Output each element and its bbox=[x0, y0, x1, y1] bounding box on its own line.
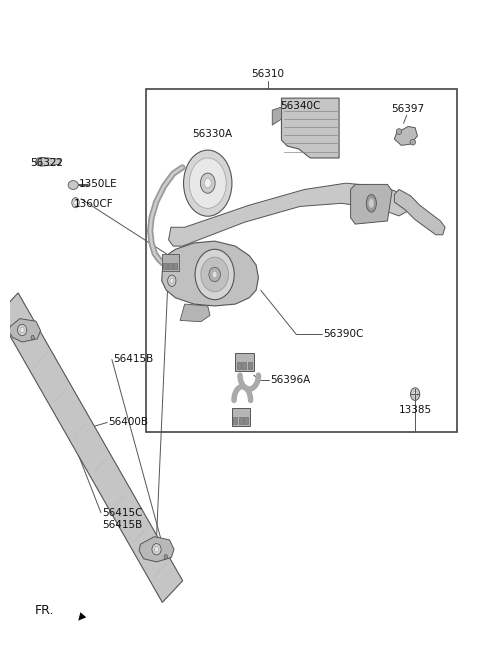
Bar bbox=[235, 353, 254, 371]
Bar bbox=[163, 263, 167, 270]
Polygon shape bbox=[180, 304, 210, 321]
Text: 56396A: 56396A bbox=[270, 375, 310, 384]
Bar bbox=[248, 362, 252, 369]
Ellipse shape bbox=[36, 158, 41, 165]
Bar bbox=[173, 263, 177, 270]
Ellipse shape bbox=[195, 249, 234, 300]
Ellipse shape bbox=[183, 150, 232, 216]
Text: 56322: 56322 bbox=[30, 158, 63, 168]
Text: 13385: 13385 bbox=[398, 405, 432, 415]
Ellipse shape bbox=[410, 139, 416, 145]
Polygon shape bbox=[162, 241, 258, 306]
Ellipse shape bbox=[209, 267, 220, 281]
Ellipse shape bbox=[155, 546, 158, 552]
Text: 56415B: 56415B bbox=[113, 354, 154, 365]
Ellipse shape bbox=[200, 173, 215, 194]
Bar bbox=[237, 362, 241, 369]
Bar bbox=[242, 362, 246, 369]
Polygon shape bbox=[272, 107, 281, 125]
Ellipse shape bbox=[72, 197, 79, 208]
Ellipse shape bbox=[366, 194, 376, 212]
Polygon shape bbox=[0, 293, 183, 602]
Ellipse shape bbox=[204, 178, 211, 188]
Ellipse shape bbox=[369, 199, 374, 208]
Ellipse shape bbox=[212, 272, 217, 277]
Bar bbox=[162, 254, 179, 272]
Bar bbox=[232, 408, 250, 426]
Polygon shape bbox=[350, 184, 392, 224]
Bar bbox=[145, 89, 456, 432]
Text: 56397: 56397 bbox=[392, 104, 425, 114]
Polygon shape bbox=[395, 190, 445, 235]
Text: 56400B: 56400B bbox=[108, 417, 149, 428]
Text: 1350LE: 1350LE bbox=[79, 179, 117, 190]
Polygon shape bbox=[139, 537, 174, 562]
Ellipse shape bbox=[17, 324, 27, 336]
Ellipse shape bbox=[31, 335, 35, 340]
Ellipse shape bbox=[168, 275, 176, 287]
Polygon shape bbox=[36, 157, 60, 166]
Ellipse shape bbox=[396, 129, 402, 134]
Text: 56390C: 56390C bbox=[323, 329, 363, 339]
Text: 56330A: 56330A bbox=[192, 129, 232, 139]
Ellipse shape bbox=[170, 278, 174, 283]
Bar bbox=[239, 417, 243, 424]
Ellipse shape bbox=[413, 391, 418, 398]
Polygon shape bbox=[8, 319, 40, 342]
Text: 1360CF: 1360CF bbox=[74, 199, 114, 209]
Polygon shape bbox=[395, 127, 418, 146]
Ellipse shape bbox=[164, 554, 168, 559]
Text: 56340C: 56340C bbox=[280, 101, 320, 111]
Ellipse shape bbox=[410, 388, 420, 400]
Bar bbox=[168, 263, 172, 270]
Text: FR.: FR. bbox=[35, 604, 54, 617]
Polygon shape bbox=[281, 98, 339, 158]
Polygon shape bbox=[168, 183, 410, 246]
Bar bbox=[233, 417, 237, 424]
Text: 56415B: 56415B bbox=[102, 520, 142, 530]
Ellipse shape bbox=[201, 257, 228, 292]
Ellipse shape bbox=[68, 180, 78, 190]
Ellipse shape bbox=[74, 201, 77, 205]
Ellipse shape bbox=[152, 544, 161, 555]
Ellipse shape bbox=[189, 158, 226, 209]
Bar bbox=[244, 417, 248, 424]
Text: 56415C: 56415C bbox=[102, 508, 142, 518]
Text: 56310: 56310 bbox=[251, 70, 284, 79]
Ellipse shape bbox=[20, 327, 24, 333]
